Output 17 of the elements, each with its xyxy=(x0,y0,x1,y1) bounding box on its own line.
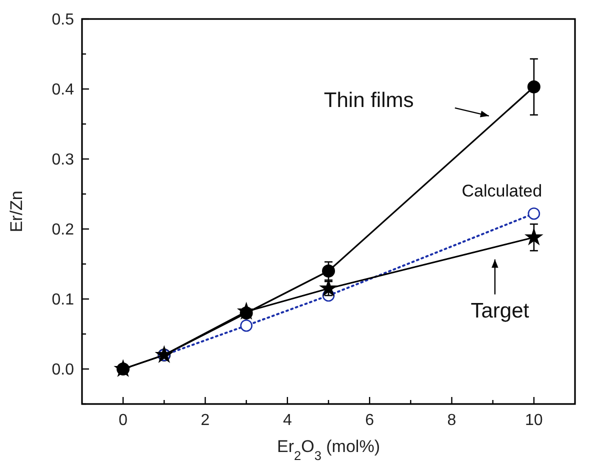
text: Target xyxy=(470,299,530,322)
x-tick-label: 8 xyxy=(447,412,456,429)
x-tick-label: 0 xyxy=(118,412,128,429)
legend-label: Thin films xyxy=(324,88,414,112)
y-tick-label: 0.1 xyxy=(52,292,74,308)
x-tick-label: 6 xyxy=(365,412,374,429)
y-tick-label: 0.2 xyxy=(52,222,74,238)
x-tick-label: 2 xyxy=(200,412,210,429)
y-tick-label: 0.4 xyxy=(52,82,74,98)
x-tick-label: 4 xyxy=(282,412,292,429)
series-label: Calculated xyxy=(462,182,542,201)
x-tick-label: 10 xyxy=(525,412,543,429)
y-tick-label: 0.3 xyxy=(52,152,74,168)
text: 0.0 xyxy=(52,362,74,378)
y-axis-title: Er/Zn xyxy=(7,190,26,232)
x-axis-title: Er$_{2}$O$_{3}$ (mol%) xyxy=(277,437,380,462)
y-tick-label: 0.5 xyxy=(52,12,74,28)
